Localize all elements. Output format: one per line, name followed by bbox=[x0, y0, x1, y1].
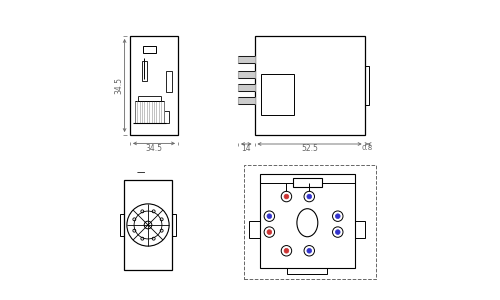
Text: 34.5: 34.5 bbox=[114, 77, 123, 94]
Circle shape bbox=[304, 191, 314, 202]
Circle shape bbox=[304, 245, 314, 256]
FancyBboxPatch shape bbox=[238, 84, 254, 91]
Circle shape bbox=[267, 230, 272, 234]
Circle shape bbox=[307, 194, 312, 199]
Circle shape bbox=[284, 194, 289, 199]
FancyBboxPatch shape bbox=[238, 71, 254, 78]
Circle shape bbox=[281, 245, 291, 256]
Circle shape bbox=[307, 248, 312, 253]
FancyBboxPatch shape bbox=[238, 97, 254, 104]
Text: 14: 14 bbox=[242, 144, 251, 153]
Circle shape bbox=[264, 211, 274, 221]
Circle shape bbox=[264, 227, 274, 237]
Circle shape bbox=[267, 214, 272, 218]
Circle shape bbox=[332, 227, 343, 237]
Circle shape bbox=[144, 221, 152, 229]
Circle shape bbox=[336, 214, 340, 218]
Circle shape bbox=[281, 191, 291, 202]
Circle shape bbox=[336, 230, 340, 234]
Text: —: — bbox=[136, 168, 145, 177]
FancyBboxPatch shape bbox=[238, 56, 254, 63]
Text: 34.5: 34.5 bbox=[146, 144, 162, 153]
Circle shape bbox=[332, 211, 343, 221]
Text: 52.5: 52.5 bbox=[301, 144, 318, 153]
Text: 0.8: 0.8 bbox=[361, 146, 372, 152]
Circle shape bbox=[284, 248, 289, 253]
